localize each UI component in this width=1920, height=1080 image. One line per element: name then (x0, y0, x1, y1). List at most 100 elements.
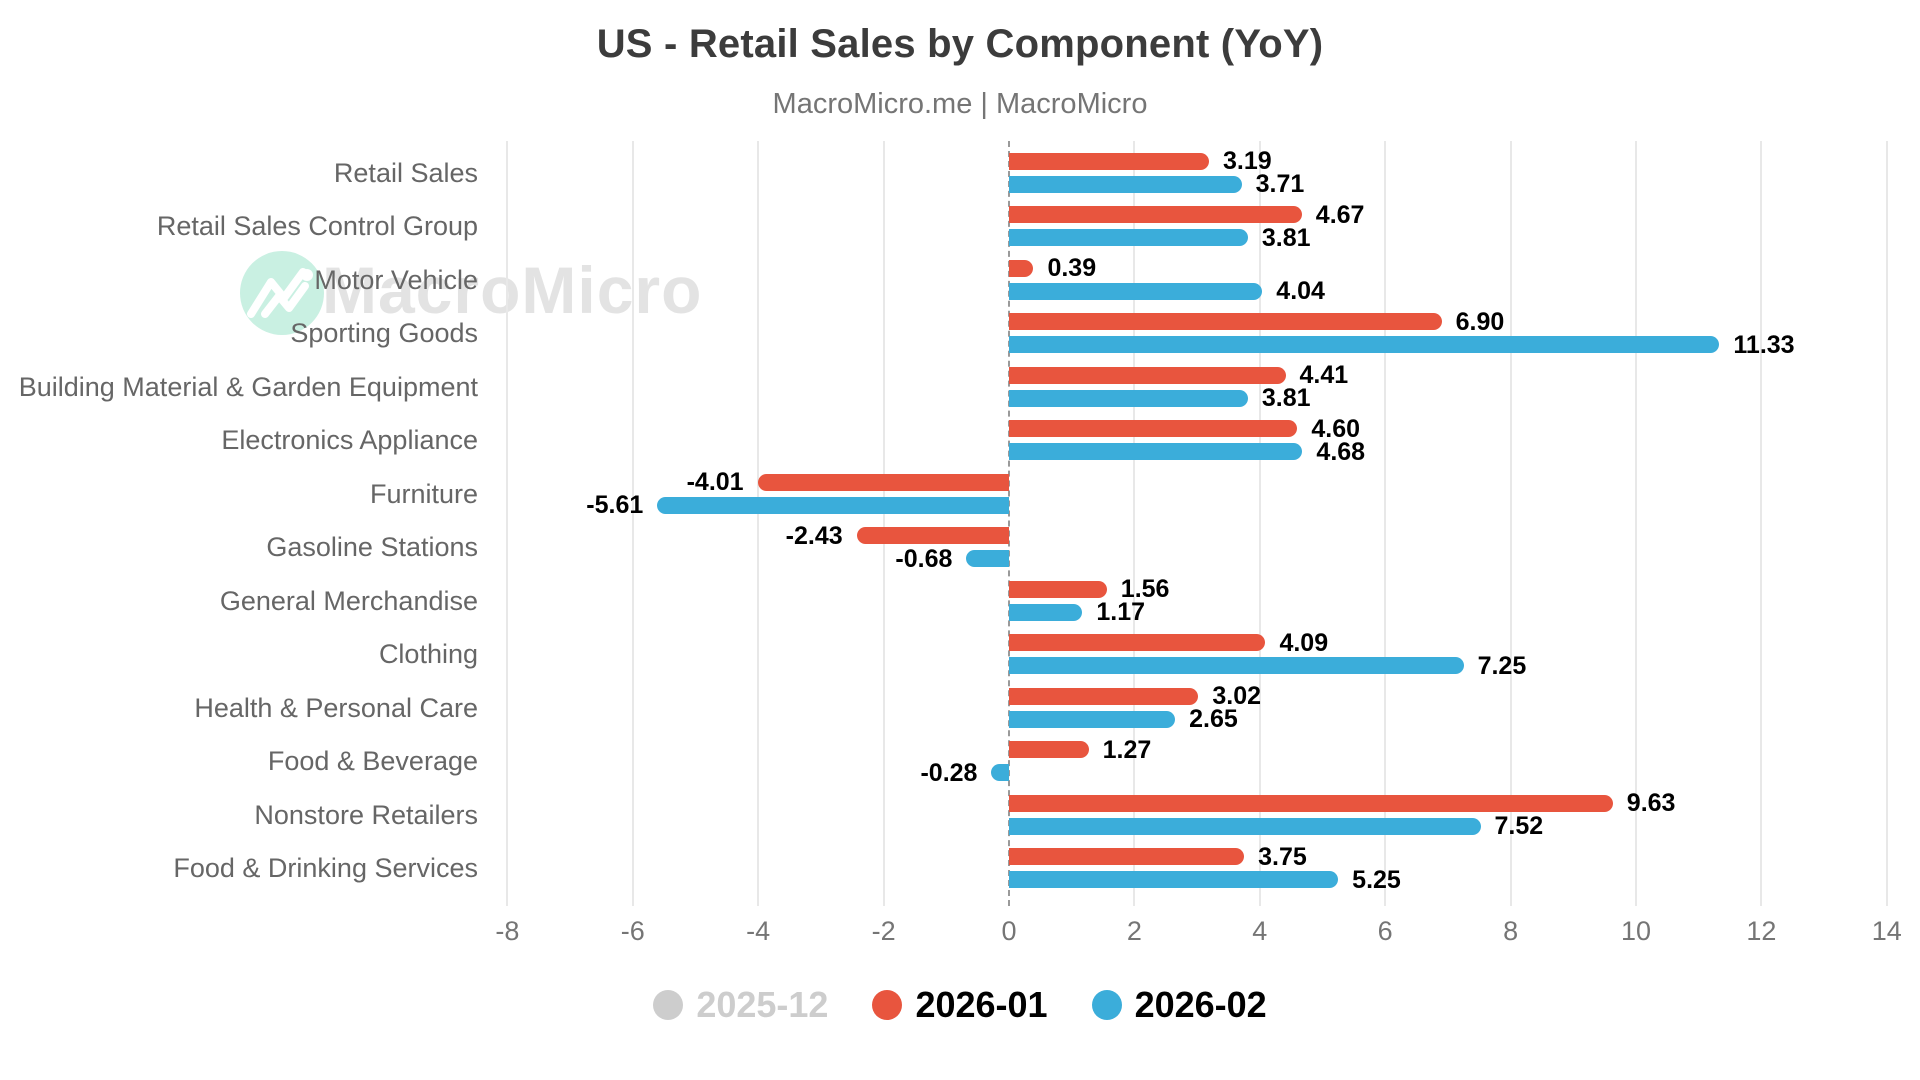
value-label: 7.52 (1494, 812, 1544, 841)
value-label: -5.61 (586, 491, 644, 520)
bar-2026-01 (1009, 741, 1089, 759)
legend-item-2026-01[interactable]: 2026-01 (872, 984, 1048, 1026)
bar-2026-02 (1009, 282, 1263, 300)
macromicro-logo-icon (240, 251, 324, 335)
x-tick-label: 4 (1252, 916, 1268, 946)
x-tick-label: -2 (871, 916, 896, 946)
value-label: 3.71 (1255, 170, 1305, 199)
value-label: 1.56 (1120, 575, 1170, 604)
watermark-text: MacroMicro (322, 253, 703, 327)
value-label: 1.27 (1102, 735, 1152, 764)
grid-line (631, 141, 634, 906)
bar-2026-02 (966, 550, 1009, 568)
x-tick-label: -8 (495, 916, 520, 946)
bar-2026-02 (1009, 657, 1464, 675)
grid-line (1885, 141, 1888, 906)
category-label: Health & Personal Care (194, 692, 478, 723)
category-label: Gasoline Stations (266, 532, 478, 563)
bar-2026-02 (1009, 871, 1339, 889)
value-label: 3.19 (1223, 147, 1272, 176)
chart-title: US - Retail Sales by Component (YoY) (596, 22, 1324, 66)
grid-line (1133, 141, 1136, 906)
bar-2026-02 (1009, 603, 1083, 621)
x-tick-label: -4 (746, 916, 771, 946)
grid-line (1760, 141, 1763, 906)
value-label: -4.01 (686, 468, 744, 497)
grid-line (757, 141, 760, 906)
bar-2026-01 (1009, 259, 1034, 277)
bar-2026-01 (1009, 794, 1613, 812)
grid-line (1384, 141, 1387, 906)
legend-label: 2025-12 (696, 984, 829, 1025)
category-label: Retail Sales Control Group (156, 211, 478, 242)
value-label: 5.25 (1352, 865, 1401, 894)
bar-2026-02 (1009, 817, 1481, 835)
chart-subtitle: MacroMicro.me | MacroMicro (772, 88, 1148, 120)
category-label: Food & Drinking Services (173, 853, 478, 884)
value-label: 6.90 (1455, 307, 1505, 336)
value-label: 4.60 (1311, 414, 1361, 443)
x-tick-label: 10 (1620, 916, 1652, 946)
x-tick-label: 0 (1001, 916, 1017, 946)
value-label: -0.28 (920, 758, 978, 787)
bar-2026-02 (1009, 229, 1248, 247)
legend-item-2026-02[interactable]: 2026-02 (1091, 984, 1267, 1026)
legend-label: 2026-02 (1134, 984, 1267, 1025)
bar-2026-01 (1009, 313, 1442, 331)
value-label: 3.02 (1212, 682, 1262, 711)
category-label: Sporting Goods (290, 318, 478, 349)
bar-2026-01 (1009, 687, 1199, 705)
value-label: 0.39 (1047, 254, 1097, 283)
grid-line (1509, 141, 1512, 906)
x-tick-label: 8 (1503, 916, 1519, 946)
value-label: 7.25 (1477, 651, 1527, 680)
bar-2026-01 (1009, 152, 1209, 170)
grid-line (506, 141, 509, 906)
category-label: Electronics Appliance (221, 425, 478, 456)
value-label: 4.04 (1276, 277, 1325, 306)
value-label: 11.33 (1733, 330, 1795, 359)
value-label: 4.09 (1279, 628, 1329, 657)
bar-2026-02 (1009, 389, 1248, 407)
bar-2026-02 (1009, 175, 1242, 193)
bar-2026-01 (1009, 580, 1107, 598)
value-label: -2.43 (785, 521, 843, 550)
bar-2026-01 (1009, 366, 1286, 384)
value-label: 2.65 (1189, 705, 1238, 734)
legend-item-2025-12[interactable]: 2025-12 (653, 984, 828, 1026)
bar-2026-01 (1009, 206, 1302, 224)
legend: 2025-12 2026-01 2026-02 (0, 984, 1920, 1026)
legend-marker-icon (653, 990, 684, 1020)
category-label: Food & Beverage (267, 746, 478, 777)
value-label: 3.81 (1261, 223, 1311, 252)
bar-2026-02 (1009, 710, 1176, 728)
x-tick-label: 12 (1746, 916, 1777, 946)
value-label: 3.75 (1258, 842, 1307, 871)
x-tick-label: -6 (620, 916, 645, 946)
legend-marker-icon (872, 990, 903, 1020)
bar-2026-01 (757, 473, 1009, 491)
value-label: 1.17 (1096, 598, 1146, 627)
category-label: Motor Vehicle (314, 264, 478, 295)
category-label: Building Material & Garden Equipment (18, 371, 478, 402)
x-tick-label: 14 (1871, 916, 1902, 946)
category-label: Nonstore Retailers (254, 799, 478, 830)
zero-line (1008, 141, 1010, 906)
grid-line (1635, 141, 1637, 906)
grid-line (882, 141, 885, 906)
category-label: Retail Sales (333, 157, 478, 188)
bar-2026-02 (657, 496, 1009, 514)
value-label: 3.81 (1261, 384, 1311, 413)
legend-label: 2026-01 (915, 984, 1048, 1025)
value-label: 4.68 (1316, 437, 1366, 466)
category-label: Clothing (378, 639, 478, 670)
value-label: 4.41 (1299, 361, 1349, 390)
x-tick-label: 6 (1377, 916, 1393, 946)
value-label: -0.68 (895, 544, 953, 573)
value-label: 9.63 (1626, 789, 1676, 818)
legend-marker-icon (1091, 990, 1122, 1020)
bar-2026-02 (1009, 443, 1303, 461)
x-tick-label: 2 (1126, 916, 1142, 946)
value-label: 4.67 (1315, 200, 1365, 229)
